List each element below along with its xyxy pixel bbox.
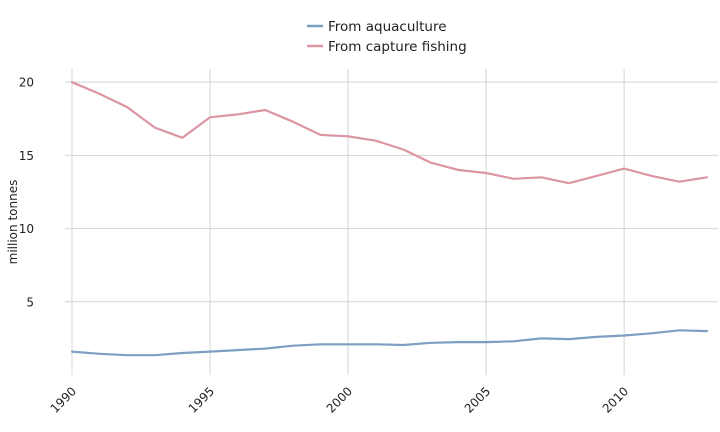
- x-tick-label: 1990: [48, 384, 79, 415]
- legend: From aquaculture From capture fishing: [307, 19, 467, 55]
- legend-label: From capture fishing: [328, 39, 467, 55]
- series-layer: [70, 81, 709, 357]
- x-axis: 1990 1995 2000 2005 2010: [48, 384, 632, 415]
- y-axis: 5 10 15 20: [19, 76, 34, 310]
- y-tick-label: 10: [19, 222, 34, 236]
- grid: [65, 69, 718, 375]
- x-tick-label: 2000: [324, 384, 355, 415]
- x-tick-label: 2005: [462, 384, 493, 415]
- x-tick-label: 2010: [600, 384, 631, 415]
- series-line-capture-fishing: [70, 81, 709, 185]
- y-axis-title: million tonnes: [6, 180, 20, 265]
- y-tick-label: 20: [19, 76, 34, 90]
- y-tick-label: 15: [19, 149, 34, 163]
- series-line-aquaculture: [70, 329, 709, 357]
- x-tick-label: 1995: [186, 384, 217, 415]
- legend-label: From aquaculture: [328, 19, 447, 35]
- y-tick-label: 5: [26, 295, 34, 309]
